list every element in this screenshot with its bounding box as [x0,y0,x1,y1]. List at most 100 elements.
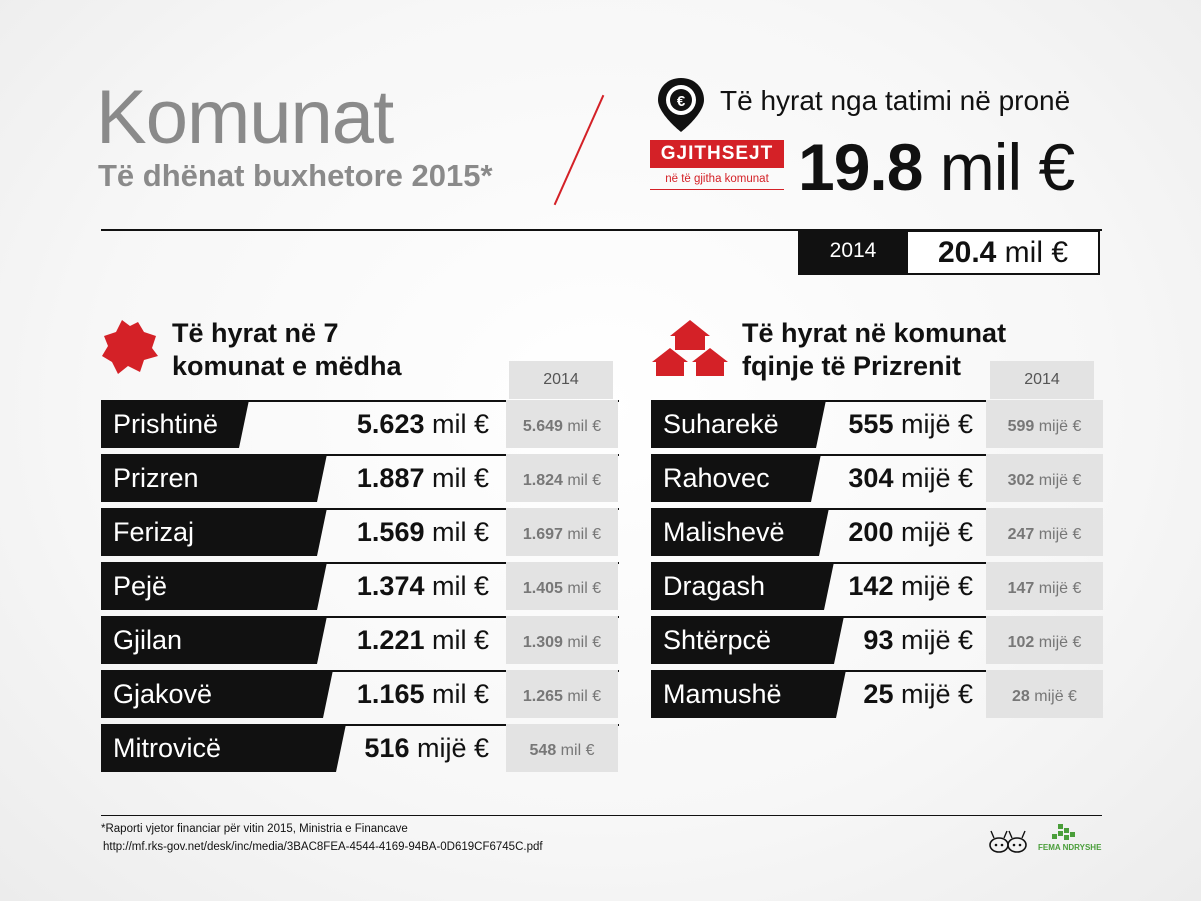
total-label-box: GJITHSEJT në të gjitha komunat [650,140,784,190]
revenue-2014: 5.649 mil € [506,400,618,448]
divider-slash [553,94,605,206]
source-note: *Raporti vjetor financiar për vitin 2015… [101,823,408,835]
municipality-name: Mitrovicë [113,733,222,763]
total-value: 19.8 mil € [798,130,1075,204]
fema-logo-icon: FEMA NDRYSHE [1038,824,1102,852]
municipality-name: Gjilan [113,625,183,655]
revenue-2015: 1.569 mil € [356,517,489,547]
left-section-title-line1: Të hyrat në 7 [172,318,339,348]
revenue-2014: 1.309 mil € [506,616,618,664]
municipality-name: Shtërpcë [663,625,772,655]
row-rule [651,508,1103,510]
table-row: Shtërpcë 93 mijë € 102 mijë € [651,616,1103,664]
table-row: Pejë 1.374 mil € 1.405 mil € [101,562,619,610]
source-url[interactable]: http://mf.rks-gov.net/desk/inc/media/3BA… [103,841,543,853]
name-label-bg [651,508,829,556]
row-rule [101,616,619,618]
municipality-name: Gjakovë [113,679,213,709]
row-rule [101,400,619,402]
right-year-tab: 2014 [990,361,1094,399]
previous-year-value: 20.4 mil € [908,232,1098,273]
name-label-bg [101,562,327,610]
revenue-2014: 1.697 mil € [506,508,618,556]
row-rule [651,454,1103,456]
fema-logo-text: FEMA NDRYSHE [1038,843,1102,852]
revenue-2015: 1.165 mil € [356,679,489,709]
houses-icon [652,320,728,376]
municipality-name: Dragash [663,571,766,601]
revenue-2014: 1.405 mil € [506,562,618,610]
table-row: Ferizaj 1.569 mil € 1.697 mil € [101,508,619,556]
name-label-bg [651,454,821,502]
total-label: GJITHSEJT [650,140,784,168]
municipality-name: Malishevë [663,517,785,547]
header-rule [101,229,1102,231]
revenue-2014: 147 mijë € [986,562,1103,610]
right-section-title-line2: fqinje të Prizrenit [742,351,962,381]
municipality-name: Suharekë [663,409,779,439]
name-label-bg [101,670,333,718]
property-tax-title: Të hyrat nga tatimi në pronë [720,85,1071,116]
municipality-name: Pejë [113,571,168,601]
revenue-2014: 599 mijë € [986,400,1103,448]
row-rule [101,454,619,456]
row-rule [651,670,1103,672]
table-row: Mitrovicë 516 mijë € 548 mil € [101,724,619,772]
right-section-title-line1: Të hyrat në komunat [742,318,1007,348]
table-row: Prizren 1.887 mil € 1.824 mil € [101,454,619,502]
revenue-2014: 28 mijë € [986,670,1103,718]
svg-text:€: € [677,93,686,110]
name-label-bg [651,670,846,718]
row-rule [651,616,1103,618]
table-row: Rahovec 304 mijë € 302 mijë € [651,454,1103,502]
revenue-2014: 548 mil € [506,724,618,772]
name-label-bg [101,400,249,448]
table-row: Gjilan 1.221 mil € 1.309 mil € [101,616,619,664]
row-rule [101,670,619,672]
name-label-bg [651,400,826,448]
table-row: Suharekë 555 mijë € 599 mijë € [651,400,1103,448]
left-section-title-line2: komunat e mëdha [172,351,402,381]
revenue-2015: 5.623 mil € [356,409,489,439]
ants-logo-icon [989,830,1027,853]
revenue-2015: 93 mijë € [863,625,973,655]
page-title: Komunat [96,75,394,160]
name-label-bg [101,616,327,664]
revenue-2015: 1.887 mil € [356,463,489,493]
name-label-bg [101,508,327,556]
table-row: Mamushë 25 mijë € 28 mijë € [651,670,1103,718]
municipality-name: Mamushë [663,679,782,709]
left-year-tab: 2014 [509,361,613,399]
revenue-2014: 1.265 mil € [506,670,618,718]
municipality-name: Rahovec [663,463,770,493]
municipality-name: Prishtinë [113,409,219,439]
previous-year-box: 2014 20.4 mil € [798,230,1100,275]
footer-rule [101,815,1102,816]
row-rule [651,562,1103,564]
name-label-bg [651,562,834,610]
table-row: Malishevë 200 mijë € 247 mijë € [651,508,1103,556]
page-subtitle: Të dhënat buxhetore 2015* [98,158,493,193]
revenue-2015: 142 mijë € [848,571,973,601]
row-rule [101,724,619,726]
municipality-name: Prizren [113,463,199,493]
revenue-2014: 302 mijë € [986,454,1103,502]
row-rule [651,400,1103,402]
name-label-bg [101,454,327,502]
revenue-2014: 1.824 mil € [506,454,618,502]
revenue-2014: 102 mijë € [986,616,1103,664]
table-row: Dragash 142 mijë € 147 mijë € [651,562,1103,610]
revenue-2015: 200 mijë € [848,517,973,547]
name-label-bg [651,616,844,664]
revenue-2015: 304 mijë € [848,463,973,493]
revenue-2015: 1.374 mil € [356,571,489,601]
total-sublabel: në të gjitha komunat [650,169,784,190]
revenue-2015: 555 mijë € [848,409,973,439]
euro-location-pin-icon: € [658,78,704,132]
table-row: Gjakovë 1.165 mil € 1.265 mil € [101,670,619,718]
revenue-2015: 25 mijë € [863,679,973,709]
name-label-bg [101,724,346,772]
row-rule [101,562,619,564]
revenue-2014: 247 mijë € [986,508,1103,556]
revenue-2015: 516 mijë € [364,733,489,763]
